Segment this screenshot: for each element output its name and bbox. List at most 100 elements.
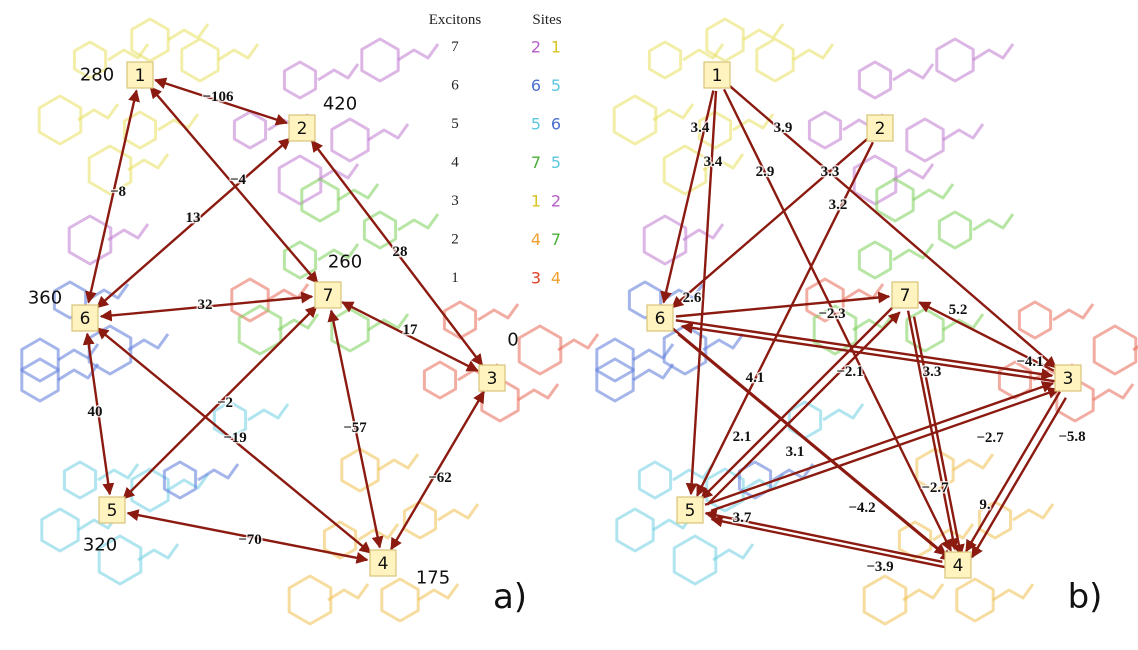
pigment-ring <box>809 112 840 148</box>
pigment-stick <box>58 344 98 360</box>
pigment-ring <box>674 536 716 584</box>
site-number: 2 <box>297 119 308 139</box>
legend-site: 6 <box>531 76 541 95</box>
pigment-ring <box>64 462 95 498</box>
pigment-stick <box>248 404 288 420</box>
legend-exciton: 3 <box>451 193 459 209</box>
pigment-ring <box>757 39 793 81</box>
pigment-stick <box>743 24 783 40</box>
pigment-stick <box>1093 384 1133 400</box>
pigment-stick <box>913 184 953 200</box>
pigment-stick <box>378 454 418 470</box>
coupling-label: −57 <box>343 420 367 436</box>
site-energy: 360 <box>28 288 62 309</box>
molecule-background <box>22 19 1138 624</box>
pigment-ring <box>132 19 168 61</box>
legend-site: 4 <box>531 230 541 249</box>
pigment-ring <box>289 576 331 624</box>
site-number: 3 <box>487 369 498 389</box>
coupling-arrow <box>697 142 873 495</box>
pigment-ring <box>362 39 398 81</box>
coupling-label: −106 <box>202 89 234 105</box>
pigment-stick <box>98 464 138 480</box>
pigment-ring <box>707 19 743 61</box>
pigment-ring <box>859 62 890 98</box>
pigment-ring <box>1094 326 1136 374</box>
pigment-ring <box>1019 302 1050 338</box>
panel-tag: b) <box>1068 577 1103 617</box>
coupling-label: −19 <box>223 430 247 446</box>
rate-label: 5.2 <box>949 302 968 318</box>
pigment-stick <box>903 584 943 600</box>
legend-site: 6 <box>551 115 561 134</box>
site-energy: 0 <box>507 330 518 351</box>
pigment-stick <box>793 44 833 60</box>
legend-exciton: 4 <box>451 155 459 171</box>
pigment-stick <box>653 104 693 120</box>
pigment-stick <box>168 24 208 40</box>
pigment-ring <box>864 576 906 624</box>
legend-site: 5 <box>551 76 561 95</box>
pigment-stick <box>518 384 558 400</box>
coupling-label: −70 <box>238 532 262 548</box>
rate-label: −4.2 <box>848 500 875 516</box>
pigment-stick <box>1013 504 1053 520</box>
pigment-stick <box>128 154 168 170</box>
pigment-stick <box>683 224 723 240</box>
rate-label: 3.4 <box>704 154 723 170</box>
pigment-ring <box>382 579 418 621</box>
site-energy: 175 <box>416 568 450 589</box>
pigment-stick <box>278 314 318 330</box>
site-number: 1 <box>712 66 723 86</box>
coupling-arrow <box>701 306 893 498</box>
pigment-ring <box>649 42 680 78</box>
coupling-label: −8 <box>110 184 126 200</box>
rate-label: 2.9 <box>756 164 775 180</box>
pigment-ring <box>132 469 168 511</box>
pigment-stick <box>993 584 1033 600</box>
site-number: 2 <box>875 119 886 139</box>
pigment-stick <box>1053 304 1093 320</box>
coupling-label: 32 <box>198 297 213 313</box>
site-energy: 420 <box>323 94 357 115</box>
rate-label: −2.7 <box>976 430 1004 446</box>
rate-label: 3.2 <box>829 197 848 213</box>
coupling-label: −2 <box>217 395 233 411</box>
legend-exciton: 1 <box>451 270 459 286</box>
rate-label: 3.3 <box>923 364 942 380</box>
site-number: 6 <box>655 309 666 329</box>
legend-site: 1 <box>551 38 561 57</box>
pigment-stick <box>713 544 753 560</box>
figure: −106−8−413283217−2−19−57−6240−7012802420… <box>0 0 1138 650</box>
legend-exciton: 6 <box>451 78 459 94</box>
rate-label: −2.3 <box>818 306 845 322</box>
rate-label: 3.3 <box>821 164 840 180</box>
site-energy: 280 <box>80 65 114 86</box>
rate-label: −5.8 <box>1058 429 1085 445</box>
pigment-stick <box>108 224 148 240</box>
site-energy: 320 <box>83 535 117 556</box>
pigment-ring <box>424 362 455 398</box>
coupling-arrow <box>682 326 1058 381</box>
pigment-ring <box>854 156 896 204</box>
coupling-label: 40 <box>88 404 103 420</box>
site-number: 7 <box>323 286 334 306</box>
pigment-stick <box>218 44 258 60</box>
legend-site: 7 <box>531 153 541 172</box>
pigment-ring <box>859 242 890 278</box>
pigment-ring <box>939 212 970 248</box>
rate-label: 3.7 <box>733 510 752 526</box>
site-number: 1 <box>135 66 146 86</box>
rate-label: 3.4 <box>691 120 710 136</box>
pigment-stick <box>318 164 358 180</box>
pigment-ring <box>69 216 111 264</box>
pigment-ring <box>284 62 315 98</box>
pigment-stick <box>558 334 598 350</box>
pigment-stick <box>158 114 198 130</box>
rate-label: 3.9 <box>774 120 793 136</box>
pigment-stick <box>973 214 1013 230</box>
page: { "panel_a": { "tag": "a)", "nodes": [ {… <box>0 0 1138 650</box>
coupling-label: −4 <box>230 172 247 188</box>
pigment-ring <box>639 462 670 498</box>
site-number: 5 <box>107 501 118 521</box>
